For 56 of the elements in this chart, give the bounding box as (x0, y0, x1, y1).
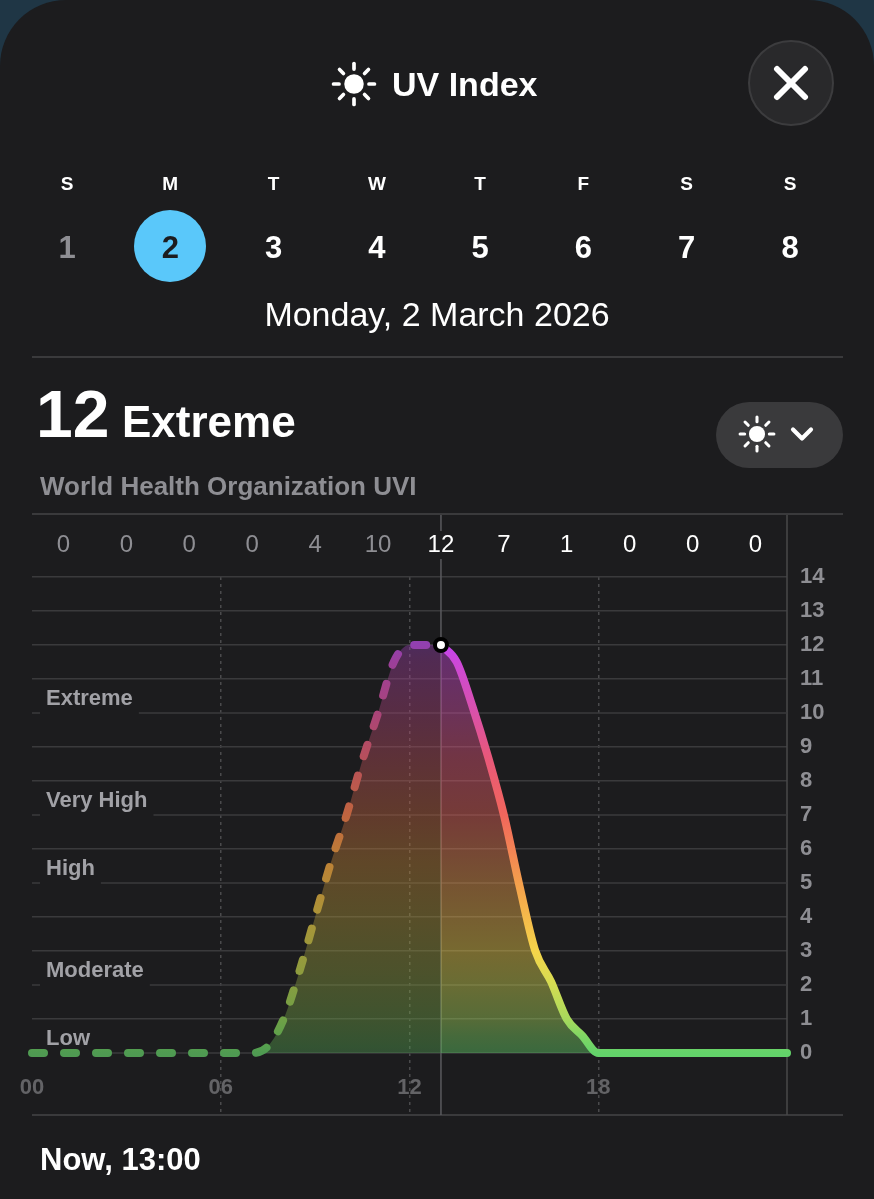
text: 12 (427, 529, 455, 557)
text: W (367, 172, 386, 194)
y-tick-label: 5 (800, 869, 813, 895)
text: 7 (678, 229, 696, 265)
x-tick-label: 18 (586, 1074, 611, 1100)
y-tick-label: 6 (800, 835, 813, 861)
x-tick-label: 12 (397, 1074, 422, 1100)
text: 0 (245, 529, 259, 557)
y-tick-label: 3 (800, 937, 813, 963)
text: 1 (58, 229, 76, 265)
text: 0 (748, 529, 763, 557)
ref-line-label: Moderate (46, 957, 144, 982)
y-tick-label: 4 (800, 903, 813, 929)
text: 12 Extreme (36, 377, 296, 451)
text: 1 (560, 529, 574, 557)
y-tick-label: 2 (800, 971, 813, 997)
text: Now, 13:00 (40, 1142, 201, 1177)
chart-subtitle: World Health Organization UVI (40, 471, 417, 501)
text: 0 (623, 529, 637, 557)
y-tick-label: 12 (800, 631, 825, 657)
text: T (267, 172, 280, 194)
chart-title: UV Index (392, 65, 538, 103)
text: 4 (368, 229, 386, 265)
x-tick-label: 06 (208, 1074, 233, 1100)
text: Monday, 2 March 2026 (264, 295, 610, 333)
text: 4 (308, 529, 322, 557)
y-tick-label: 1 (800, 1005, 813, 1031)
y-tick-label: 0 (800, 1039, 813, 1065)
text: 0 (56, 529, 71, 557)
text: F (577, 172, 590, 194)
text: 3 (264, 229, 283, 265)
y-tick-label: 9 (800, 733, 813, 759)
text: 0 (119, 529, 134, 557)
text: S (60, 172, 74, 194)
text: S (783, 172, 797, 194)
text: S (680, 172, 694, 194)
text: 0 (182, 529, 196, 557)
text: T (474, 172, 486, 194)
y-tick-label: 11 (800, 665, 824, 691)
ref-line-label: High (46, 855, 95, 880)
y-tick-label: 13 (800, 597, 825, 623)
text: M (162, 172, 179, 194)
y-tick-label: 8 (800, 767, 813, 793)
x-tick-label: 00 (19, 1074, 45, 1100)
ref-line-label: Extreme (46, 685, 133, 710)
text: 0 (685, 529, 700, 557)
y-tick-label: 10 (800, 699, 825, 725)
text: 2 (161, 229, 179, 265)
text: 5 (471, 229, 489, 265)
ref-line-label: Low (46, 1025, 91, 1050)
y-tick-label: 7 (800, 801, 813, 827)
text: 6 (574, 229, 593, 265)
text: 7 (497, 529, 511, 557)
text: 10 (364, 529, 392, 557)
y-tick-label: 14 (800, 563, 826, 589)
ref-line-label: Very High (46, 787, 148, 812)
